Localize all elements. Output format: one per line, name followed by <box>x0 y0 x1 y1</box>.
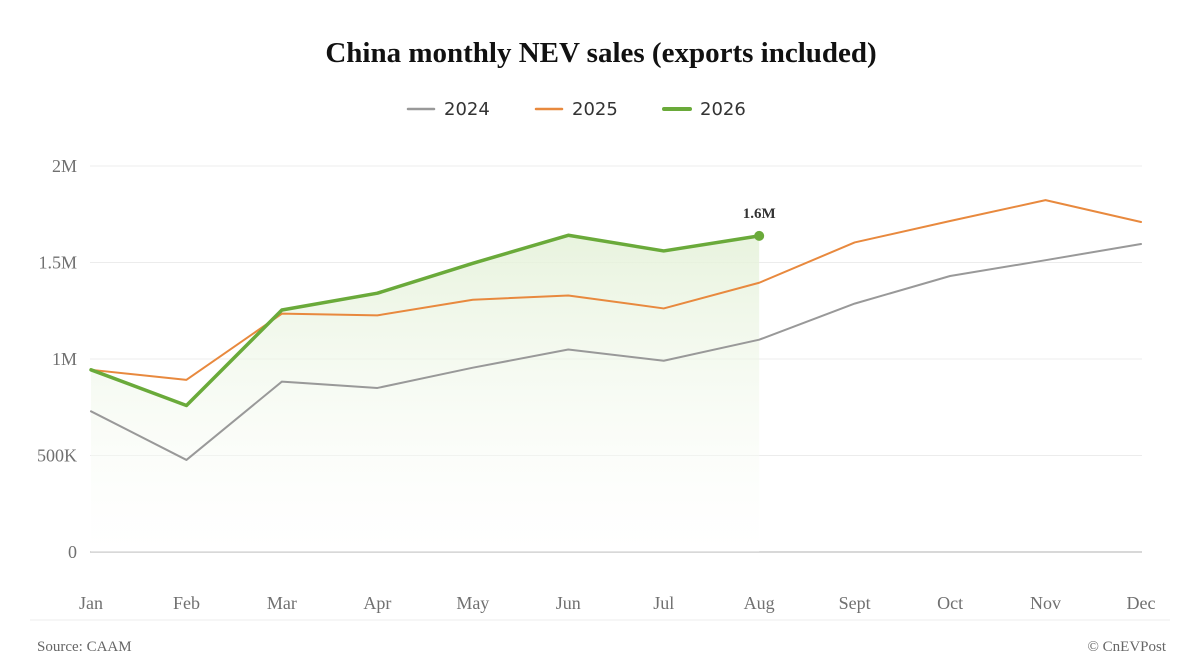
data-label: 1.6M <box>743 206 776 222</box>
data-point <box>947 218 953 224</box>
series-area-2026 <box>91 235 760 553</box>
area-fills <box>91 235 760 553</box>
legend-item-2024[interactable]: 2024 <box>406 99 490 120</box>
series-line-2026 <box>89 233 761 408</box>
data-point <box>1043 197 1049 203</box>
x-tick-label: Jan <box>79 593 103 613</box>
y-tick-label: 1.5M <box>38 253 77 273</box>
data-point <box>470 260 476 266</box>
data-point <box>661 248 667 254</box>
data-point <box>852 239 858 245</box>
x-tick-label: Sept <box>839 593 871 613</box>
legend-label: 2026 <box>700 99 746 120</box>
data-point <box>565 347 571 353</box>
legend-item-2026[interactable]: 2026 <box>662 99 746 120</box>
x-tick-label: Nov <box>1030 593 1061 613</box>
series-lines <box>89 199 1142 461</box>
data-point <box>374 385 380 391</box>
legend-label: 2024 <box>444 99 490 120</box>
data-point <box>756 337 762 343</box>
x-tick-label: Oct <box>937 593 963 613</box>
legend-item-2025[interactable]: 2025 <box>534 99 618 120</box>
data-points: 1.6M <box>88 197 1144 463</box>
y-tick-label: 1M <box>52 349 77 369</box>
data-point <box>1138 219 1144 225</box>
data-point <box>947 273 953 279</box>
x-tick-label: Jun <box>556 593 581 613</box>
x-tick-label: Jul <box>653 593 674 613</box>
data-point <box>374 312 380 318</box>
legend-label: 2025 <box>572 99 618 120</box>
data-point <box>374 290 380 296</box>
credit-note: © CnEVPost <box>1088 639 1167 653</box>
data-point <box>565 293 571 299</box>
data-point <box>88 408 94 414</box>
series-line-2024 <box>90 242 1142 461</box>
chart-legend: 2024 2025 2026 <box>406 99 746 120</box>
data-point <box>1043 257 1049 263</box>
x-axis: Jan Feb Mar Apr May Jun Jul Aug Sept Oct Nov Dec <box>79 593 1155 613</box>
y-tick-label: 0 <box>68 542 77 562</box>
x-tick-label: Feb <box>173 593 200 613</box>
data-point <box>565 232 571 238</box>
x-tick-label: Aug <box>744 593 775 613</box>
data-point <box>470 297 476 303</box>
chart-title: China monthly NEV sales (exports include… <box>325 37 876 69</box>
y-tick-label: 2M <box>52 156 77 176</box>
data-point <box>1138 241 1144 247</box>
data-point <box>183 457 189 463</box>
source-note: Source: CAAM <box>37 639 132 653</box>
data-point <box>88 367 94 373</box>
y-axis: 0 500K 1M 1.5M 2M <box>37 156 77 562</box>
x-tick-label: Dec <box>1127 593 1156 613</box>
data-point <box>183 403 189 409</box>
data-point <box>661 358 667 364</box>
data-point <box>183 377 189 383</box>
data-point <box>852 301 858 307</box>
x-tick-label: Mar <box>267 593 297 613</box>
data-point <box>279 379 285 385</box>
x-tick-label: Apr <box>363 593 391 613</box>
highlight-point <box>754 230 765 241</box>
data-point <box>279 307 285 313</box>
x-tick-label: May <box>456 593 489 613</box>
y-tick-label: 500K <box>37 446 77 466</box>
data-point <box>661 305 667 311</box>
data-point <box>756 280 762 286</box>
data-point <box>470 365 476 371</box>
